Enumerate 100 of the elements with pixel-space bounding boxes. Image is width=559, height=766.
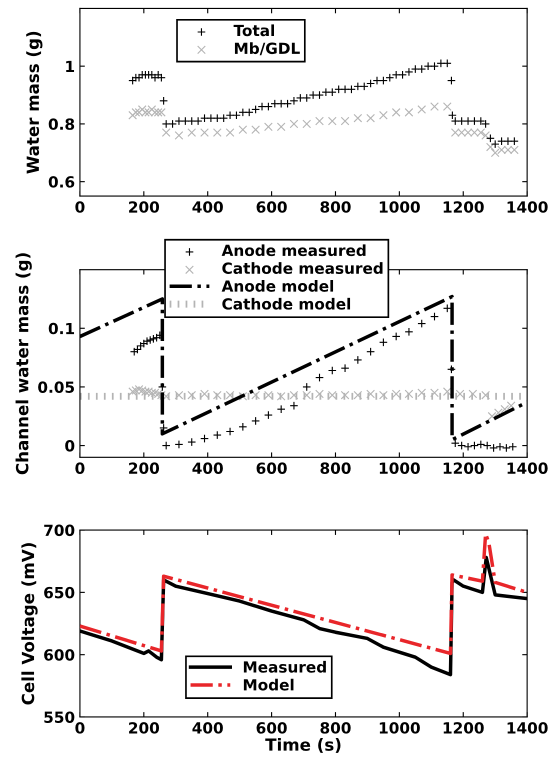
point	[162, 128, 171, 137]
y-tick-label: 700	[44, 524, 74, 536]
legend-label: Mb/GDL	[234, 42, 300, 56]
y-tick-label: 1	[66, 60, 74, 72]
point	[290, 120, 298, 128]
point	[302, 390, 312, 400]
x-tick-label: 400	[192, 722, 223, 734]
point	[430, 388, 439, 398]
point	[238, 125, 248, 134]
x-tick-label: 1400	[508, 462, 548, 474]
point	[490, 148, 500, 158]
x-tick-label: 200	[129, 201, 160, 213]
point	[502, 444, 511, 452]
point	[212, 430, 222, 440]
point	[200, 390, 209, 398]
x-tick-label: 600	[256, 462, 287, 474]
point	[340, 390, 350, 400]
point	[366, 347, 375, 356]
point	[226, 128, 234, 137]
point	[366, 114, 375, 122]
point	[174, 131, 184, 140]
point	[392, 390, 401, 398]
point	[290, 390, 298, 400]
x-tick-label: 1000	[380, 462, 420, 474]
legend-label: Anode measured	[222, 244, 366, 256]
point	[212, 390, 222, 400]
point	[212, 128, 222, 137]
point	[315, 373, 324, 382]
point	[456, 390, 464, 398]
point	[496, 442, 504, 452]
point	[506, 401, 516, 410]
point	[187, 438, 196, 446]
x-tick-label: 1200	[444, 201, 484, 213]
point	[464, 442, 472, 452]
point	[476, 440, 486, 449]
point	[379, 338, 388, 347]
point	[264, 122, 273, 132]
point	[404, 327, 414, 336]
point	[481, 390, 490, 400]
point	[392, 332, 401, 341]
point	[404, 390, 414, 398]
point	[353, 114, 362, 122]
point	[486, 142, 495, 152]
point	[457, 441, 466, 450]
point	[128, 110, 137, 120]
x-tick-label: 400	[192, 201, 223, 213]
x-tick-label: 600	[256, 201, 287, 213]
point	[130, 347, 139, 356]
point	[187, 128, 196, 137]
x-tick-label: 1200	[444, 722, 484, 734]
point	[404, 108, 414, 117]
point	[430, 102, 439, 111]
x-tick-label: 800	[320, 722, 351, 734]
point	[162, 441, 171, 450]
x-tick-label: 0	[75, 462, 85, 474]
point	[417, 319, 426, 328]
point	[442, 102, 452, 111]
x-tick-label: 0	[75, 201, 85, 213]
point	[508, 442, 518, 452]
x-tick-label: 800	[320, 462, 351, 474]
point	[238, 422, 248, 432]
point	[133, 345, 142, 354]
point	[251, 416, 260, 426]
point	[468, 390, 478, 398]
y-tick-label: 550	[44, 711, 74, 723]
y-tick-label: 0	[65, 440, 74, 452]
point	[447, 364, 456, 374]
point	[340, 364, 350, 373]
y-tick-label: 0.8	[48, 118, 74, 130]
point	[315, 390, 324, 398]
point	[226, 427, 234, 436]
y-axis-title: Water mass (g)	[26, 32, 42, 174]
point	[392, 108, 401, 117]
point	[470, 441, 479, 450]
x-tick-label: 1400	[508, 201, 548, 213]
x-axis-title: Time (s)	[265, 738, 340, 753]
point	[302, 382, 312, 392]
point	[264, 410, 273, 420]
point	[174, 440, 184, 449]
point	[328, 366, 337, 375]
point	[276, 392, 286, 401]
y-axis-title: Cell Voltage (mV)	[21, 543, 38, 705]
y-tick-label: 0.6	[48, 176, 74, 188]
legend-label: Anode model	[222, 280, 334, 292]
x-tick-label: 200	[129, 722, 160, 734]
point	[328, 390, 337, 400]
point	[187, 390, 196, 400]
point	[481, 131, 490, 140]
x-tick-label: 1200	[444, 462, 484, 474]
x-tick-label: 1000	[380, 201, 420, 213]
point	[251, 125, 260, 134]
legend-label: Cathode model	[222, 298, 350, 310]
x-tick-label: 0	[75, 722, 85, 734]
point	[264, 390, 273, 400]
point	[200, 434, 209, 443]
point	[251, 390, 260, 400]
point	[482, 441, 492, 450]
point	[489, 444, 498, 452]
y-tick-label: 600	[44, 649, 74, 661]
x-tick-label: 1400	[508, 722, 548, 734]
